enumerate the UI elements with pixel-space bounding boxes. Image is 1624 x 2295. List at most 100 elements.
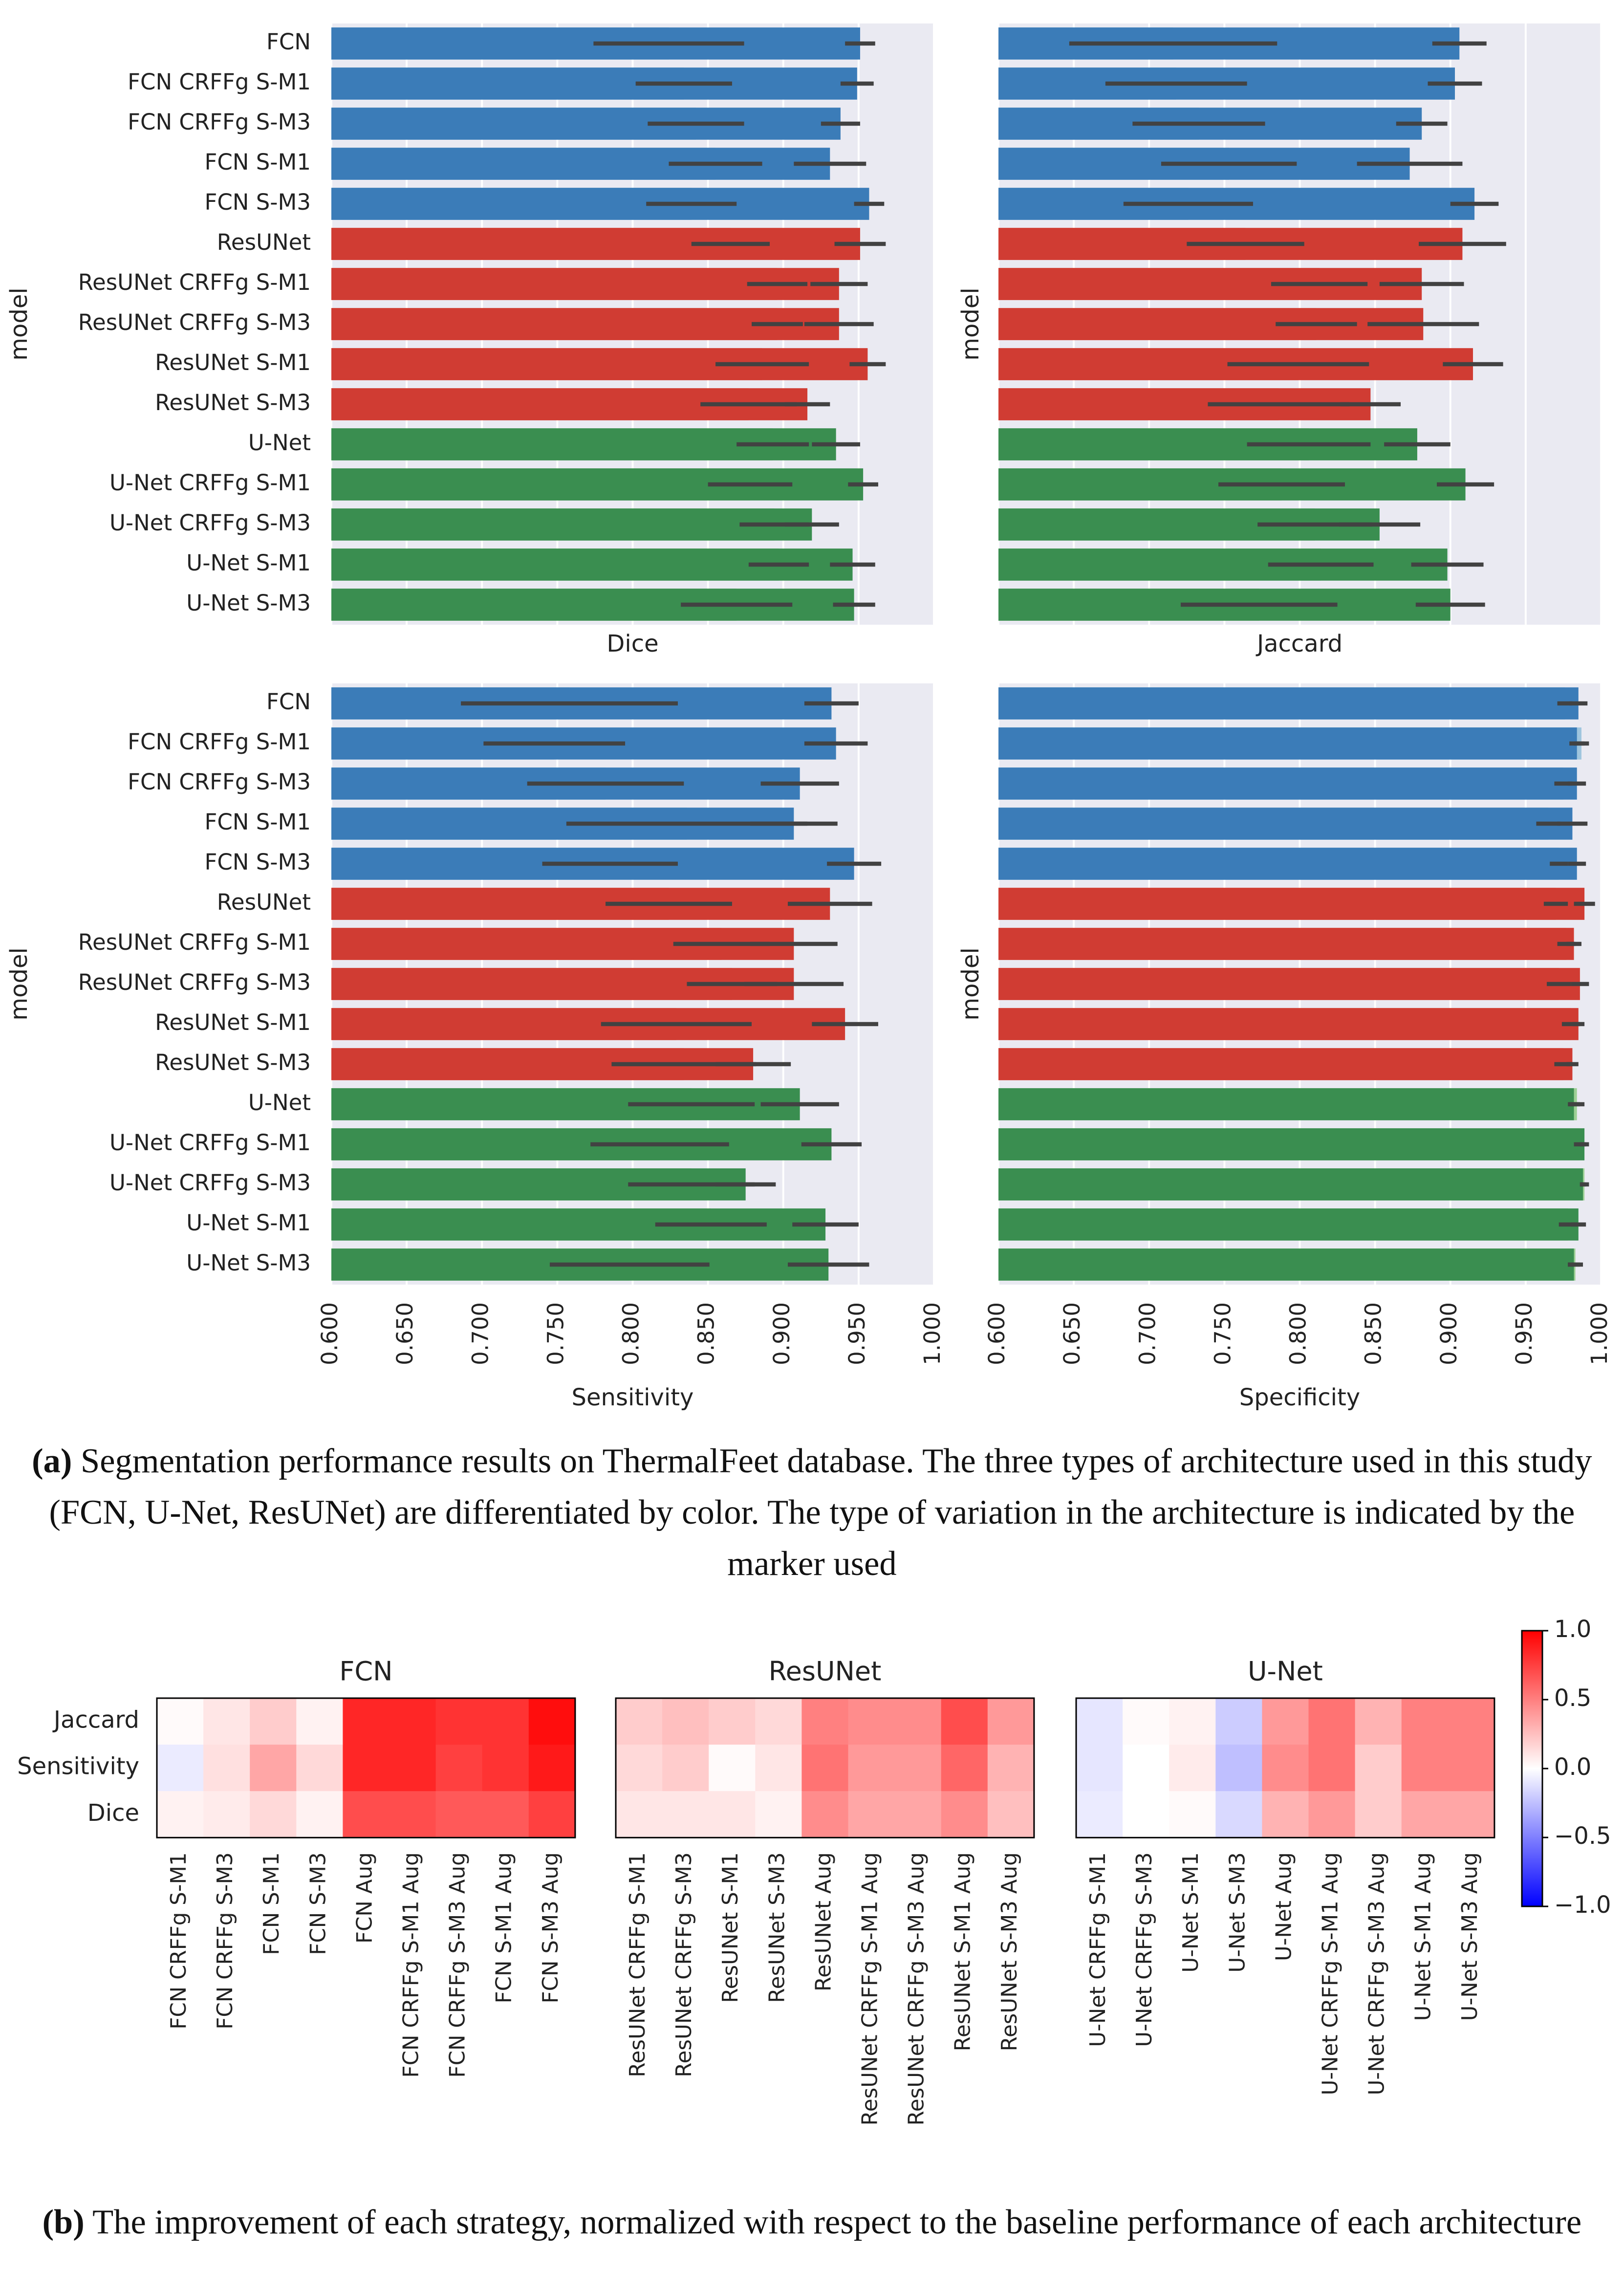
heatmap-cell: [987, 1698, 1035, 1745]
heatmap-title: FCN: [339, 1656, 392, 1687]
heatmap-frame: [615, 1697, 1035, 1838]
x-tick-label: 1.000: [1586, 1302, 1612, 1365]
y-tick-label: ResUNet CRFFg S-M3: [78, 309, 311, 335]
column-label: FCN CRFFg S-M1 Aug: [399, 1852, 424, 2077]
y-tick-label: FCN CRFFg S-M1: [128, 729, 311, 755]
x-tick-label: 0.700: [1134, 1302, 1160, 1365]
heatmap-cell: [1169, 1745, 1216, 1792]
bar: [998, 687, 1579, 720]
heatmap-cell: [1076, 1745, 1123, 1792]
heatmap-cell: [528, 1791, 576, 1838]
x-axis-label: Specificity: [1239, 1384, 1360, 1411]
column-label: ResUNet S-M3 Aug: [997, 1852, 1022, 2051]
y-axis-label: model: [957, 287, 984, 360]
heatmap-cell: [662, 1791, 710, 1838]
heatmap-cell: [987, 1745, 1035, 1792]
column-label: FCN S-M3: [306, 1852, 330, 1955]
heatmap-cell: [801, 1698, 849, 1745]
colorbar: [1521, 1630, 1543, 1907]
heatmap-cell: [1448, 1791, 1495, 1838]
bar: [998, 928, 1574, 960]
column-label: U-Net CRFFg S-M3: [1132, 1852, 1157, 2047]
heatmap-cell: [1401, 1698, 1449, 1745]
y-axis-label: model: [957, 947, 984, 1020]
y-tick-label: ResUNet S-M3: [155, 1049, 311, 1075]
x-tick-label: 0.650: [1059, 1302, 1085, 1365]
bar: [998, 968, 1580, 1000]
heatmap-cell: [203, 1745, 251, 1792]
column-label: U-Net S-M1: [1179, 1852, 1203, 1972]
y-tick-label: U-Net S-M3: [186, 1250, 311, 1276]
colorbar-tick-label: 0.5: [1554, 1684, 1591, 1712]
column-label: U-Net CRFFg S-M3 Aug: [1365, 1852, 1389, 2095]
column-label: FCN S-M1 Aug: [492, 1852, 517, 2003]
heatmap-cell: [1448, 1698, 1495, 1745]
heatmap-cell: [848, 1698, 895, 1745]
x-tick-label: 0.950: [1511, 1302, 1537, 1365]
y-tick-label: U-Net CRFFg S-M1: [109, 470, 311, 496]
bar: [331, 1008, 845, 1040]
heatmap-cell: [941, 1745, 988, 1792]
column-label: U-Net CRFFg S-M1: [1086, 1852, 1110, 2047]
column-label: FCN S-M3 Aug: [539, 1852, 563, 2003]
heatmap-cell: [435, 1791, 483, 1838]
y-tick-label: FCN S-M1: [204, 809, 311, 835]
heatmap-cell: [894, 1791, 942, 1838]
y-tick-label: ResUNet CRFFg S-M1: [78, 929, 311, 955]
bar: [998, 1008, 1579, 1040]
y-tick-label: ResUNet S-M1: [155, 1009, 311, 1035]
x-tick-label: 0.850: [1361, 1302, 1386, 1365]
bar: [331, 1128, 832, 1160]
y-tick-label: ResUNet CRFFg S-M1: [78, 269, 311, 295]
y-tick-label: U-Net CRFFg S-M3: [109, 1170, 311, 1196]
y-tick-label: U-Net: [248, 430, 311, 456]
caption-text: Segmentation performance results on Ther…: [49, 1443, 1592, 1584]
bar: [331, 188, 869, 220]
row-label: Jaccard: [52, 1706, 139, 1734]
heatmap-cell: [1262, 1698, 1309, 1745]
y-tick-label: FCN CRFFg S-M3: [128, 769, 311, 795]
heatmap-cell: [801, 1745, 849, 1792]
bar: [998, 848, 1577, 880]
column-label: ResUNet S-M3: [765, 1852, 789, 2003]
heatmap-cell: [709, 1791, 756, 1838]
heatmap-cell: [987, 1791, 1035, 1838]
heatmap-cell: [709, 1698, 756, 1745]
y-tick-label: ResUNet S-M3: [155, 390, 311, 415]
column-label: U-Net CRFFg S-M1 Aug: [1319, 1852, 1343, 2095]
heatmap-cell: [616, 1698, 663, 1745]
colorbar-tick-label: −1.0: [1554, 1891, 1611, 1919]
column-label: ResUNet S-M1 Aug: [951, 1852, 975, 2051]
y-axis-label: model: [5, 287, 33, 360]
heatmap-cell: [389, 1745, 436, 1792]
column-label: ResUNet CRFFg S-M3 Aug: [905, 1852, 929, 2125]
bar: [998, 808, 1573, 840]
heatmap-cell: [1076, 1698, 1123, 1745]
heatmap-cell: [203, 1791, 251, 1838]
column-label: FCN CRFFg S-M3 Aug: [446, 1852, 470, 2077]
heatmap-cell: [848, 1745, 895, 1792]
heatmap-cell: [1123, 1791, 1170, 1838]
column-label: U-Net Aug: [1272, 1852, 1296, 1961]
heatmap-cell: [755, 1791, 802, 1838]
heatmap-cell: [1123, 1698, 1170, 1745]
bar: [998, 1248, 1574, 1281]
heatmap-cell: [528, 1745, 576, 1792]
heatmap-cell: [1076, 1791, 1123, 1838]
bar: [998, 888, 1585, 920]
x-tick-label: 0.900: [1436, 1302, 1462, 1365]
column-label: ResUNet CRFFg S-M1 Aug: [858, 1852, 883, 2125]
heatmap-cell: [1355, 1698, 1402, 1745]
heatmap-cell: [1215, 1791, 1263, 1838]
colorbar-tick-label: −0.5: [1554, 1822, 1611, 1850]
y-tick-label: FCN S-M3: [204, 189, 311, 215]
heatmap-cell: [1262, 1791, 1309, 1838]
heatmap-cell: [157, 1791, 204, 1838]
x-tick-label: 0.750: [542, 1302, 568, 1365]
caption-b: (b) The improvement of each strategy, no…: [0, 2198, 1624, 2250]
heatmap-cell: [1401, 1745, 1449, 1792]
y-tick-label: U-Net CRFFg S-M3: [109, 510, 311, 536]
y-tick-label: ResUNet S-M1: [155, 350, 311, 375]
heatmap-cell: [1401, 1791, 1449, 1838]
